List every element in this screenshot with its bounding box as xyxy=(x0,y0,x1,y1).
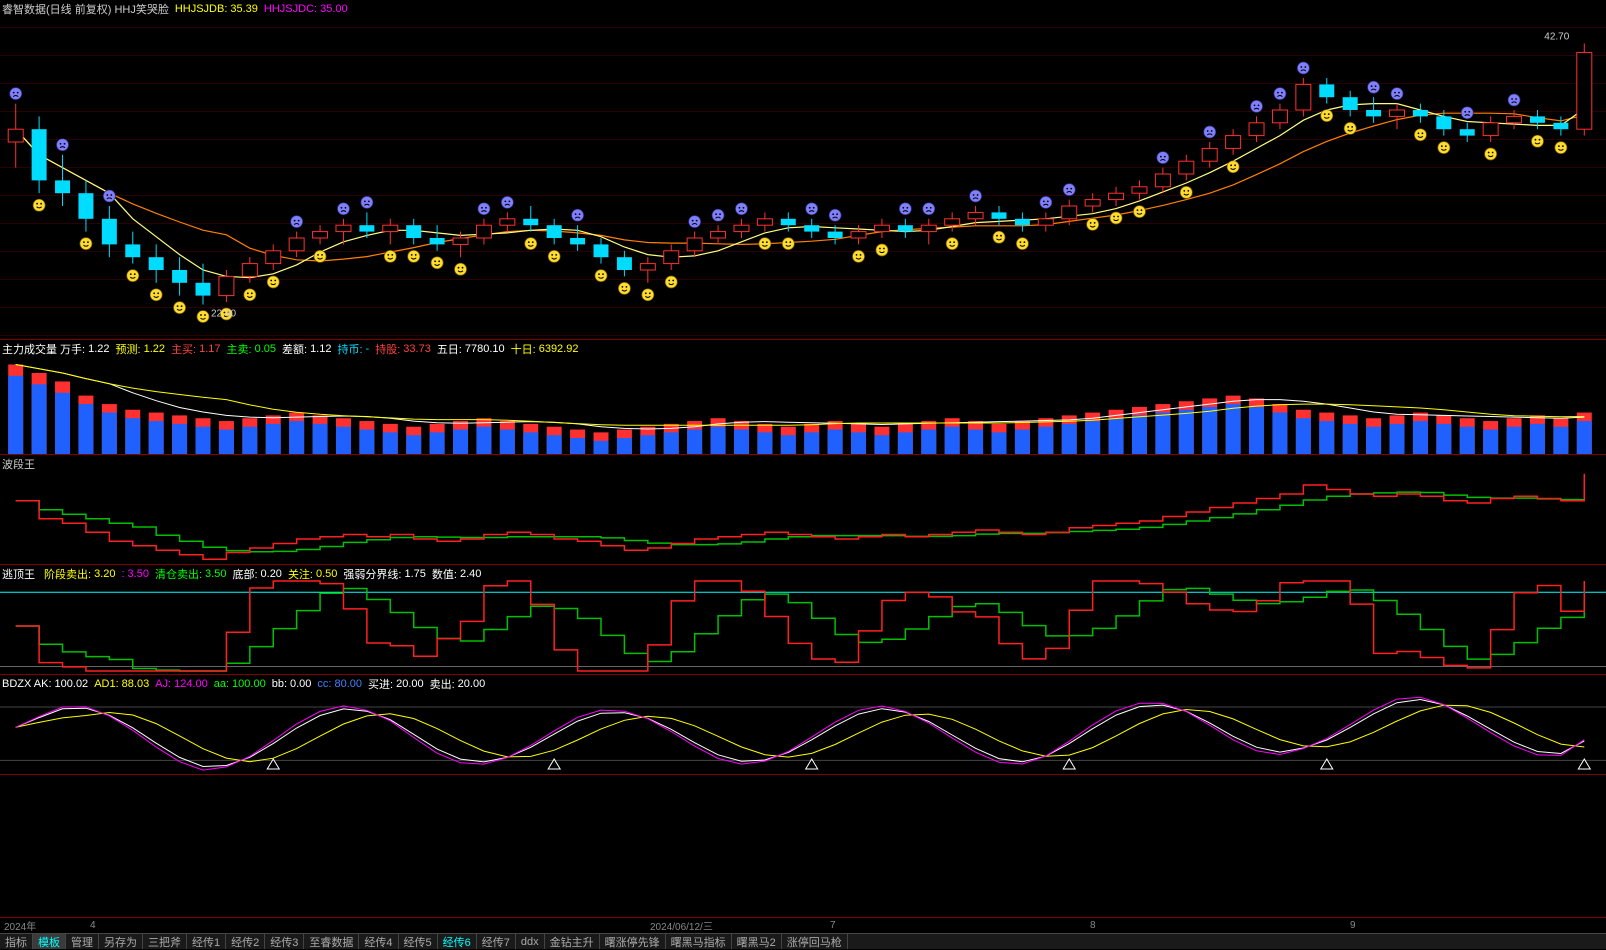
footer: 2024年 4 2024/06/12/三 7 8 9 指标模板管理另存为三把斧经传1经传2… xyxy=(0,917,1606,949)
peak-metric: 强弱分界线:1.75 xyxy=(343,566,425,582)
tab-曙涨停先锋[interactable]: 曙涨停先锋 xyxy=(600,934,666,949)
peak-panel[interactable]: 逃顶王阶段卖出:3.20 :3.50 清仓卖出:3.50 底部:0.20 关注:0.50… xyxy=(0,565,1606,675)
tab-曙黑马指标[interactable]: 曙黑马指标 xyxy=(666,934,732,949)
vol-metric: 十日:6392.92 xyxy=(511,341,579,357)
tab-经传3[interactable]: 经传3 xyxy=(265,934,304,949)
main-title: 睿智数据(日线 前复权) HHJ笑哭脸 xyxy=(2,1,169,17)
volume-svg xyxy=(0,340,1606,454)
ind2-val: 35.00 xyxy=(320,3,348,15)
peak-metric: 数值:2.40 xyxy=(432,566,481,582)
bdzx-metric: AJ:124.00 xyxy=(155,678,208,690)
vol-metric: 主买:1.17 xyxy=(171,341,220,357)
tab-经传7[interactable]: 经传7 xyxy=(477,934,516,949)
ind1-val: 35.39 xyxy=(230,3,258,15)
main-chart-svg: 42.70 22.30 xyxy=(0,0,1606,339)
tab-模板[interactable]: 模板 xyxy=(33,934,66,949)
main-chart-panel[interactable]: 睿智数据(日线 前复权) HHJ笑哭脸 HHJSJDB:35.39 HHJSJD… xyxy=(0,0,1606,340)
peak-metric: 清仓卖出:3.50 xyxy=(155,566,226,582)
volume-panel[interactable]: 主力成交量 万手:1.22 预测:1.22 主买:1.17 主卖:0.05 差额:1.1… xyxy=(0,340,1606,455)
time-mark: 7 xyxy=(830,920,836,931)
time-mark: 4 xyxy=(90,920,96,931)
bdzx-metric: aa:100.00 xyxy=(214,678,266,690)
tab-经传1[interactable]: 经传1 xyxy=(187,934,226,949)
tab-曙黑马2[interactable]: 曙黑马2 xyxy=(732,934,782,949)
vol-metric: 主力成交量 万手:1.22 xyxy=(2,341,110,357)
vol-metric: 差额:1.12 xyxy=(282,341,331,357)
time-axis: 2024年 4 2024/06/12/三 7 8 9 xyxy=(0,917,1606,933)
vol-metric: 持币:- xyxy=(337,341,369,357)
vol-metric: 持股:33.73 xyxy=(375,341,431,357)
svg-text:42.70: 42.70 xyxy=(1544,31,1569,42)
tab-经传4[interactable]: 经传4 xyxy=(359,934,398,949)
peak-header: 逃顶王阶段卖出:3.20 :3.50 清仓卖出:3.50 底部:0.20 关注:0.50… xyxy=(2,566,481,582)
tab-管理[interactable]: 管理 xyxy=(66,934,99,949)
band-header: 波段王 xyxy=(2,456,35,472)
tab-ddx[interactable]: ddx xyxy=(516,934,545,949)
tab-三把斧[interactable]: 三把斧 xyxy=(143,934,187,949)
bdzx-panel[interactable]: BDZX AK:100.02 AD1:88.03 AJ:124.00 aa:100.0… xyxy=(0,675,1606,775)
peak-metric: :3.50 xyxy=(121,568,148,580)
bdzx-header: BDZX AK:100.02 AD1:88.03 AJ:124.00 aa:100.0… xyxy=(2,676,485,692)
bdzx-metric: BDZX AK:100.02 xyxy=(2,678,88,690)
band-svg xyxy=(0,455,1606,564)
bdzx-metric: 卖出:20.00 xyxy=(430,676,486,692)
peak-metric: 底部:0.20 xyxy=(232,566,281,582)
tab-涨停回马枪[interactable]: 涨停回马枪 xyxy=(782,934,848,949)
vol-metric: 预测:1.22 xyxy=(116,341,165,357)
tab-经传5[interactable]: 经传5 xyxy=(399,934,438,949)
peak-metric: 阶段卖出:3.20 xyxy=(44,566,115,582)
tab-指标[interactable]: 指标 xyxy=(0,934,33,949)
tab-至睿数据[interactable]: 至睿数据 xyxy=(304,934,359,949)
ind2-lbl: HHJSJDC: xyxy=(264,3,317,15)
volume-header: 主力成交量 万手:1.22 预测:1.22 主买:1.17 主卖:0.05 差额:1.1… xyxy=(2,341,578,357)
ind1-lbl: HHJSJDB: xyxy=(175,3,228,15)
time-mark: 2024/06/12/三 xyxy=(650,918,713,933)
bdzx-metric: cc:80.00 xyxy=(317,678,362,690)
peak-metric: 关注:0.50 xyxy=(288,566,337,582)
time-mark: 9 xyxy=(1350,920,1356,931)
tab-经传6[interactable]: 经传6 xyxy=(438,934,477,949)
tabs-row: 指标模板管理另存为三把斧经传1经传2经传3至睿数据经传4经传5经传6经传7ddx… xyxy=(0,933,1606,949)
tab-经传2[interactable]: 经传2 xyxy=(226,934,265,949)
svg-text:22.30: 22.30 xyxy=(211,309,236,320)
bdzx-metric: 买进:20.00 xyxy=(368,676,424,692)
vol-metric: 主卖:0.05 xyxy=(227,341,276,357)
band-title: 波段王 xyxy=(2,456,35,472)
peak-metric: 逃顶王 xyxy=(2,566,38,582)
bdzx-metric: bb:0.00 xyxy=(272,678,312,690)
tab-金钻主升[interactable]: 金钻主升 xyxy=(545,934,600,949)
tab-另存为[interactable]: 另存为 xyxy=(99,934,143,949)
bdzx-metric: AD1:88.03 xyxy=(94,678,149,690)
main-header: 睿智数据(日线 前复权) HHJ笑哭脸 HHJSJDB:35.39 HHJSJD… xyxy=(2,1,348,17)
time-year: 2024年 xyxy=(4,918,36,933)
band-panel[interactable]: 波段王 xyxy=(0,455,1606,565)
vol-metric: 五日:7780.10 xyxy=(437,341,505,357)
time-mark: 8 xyxy=(1090,920,1096,931)
